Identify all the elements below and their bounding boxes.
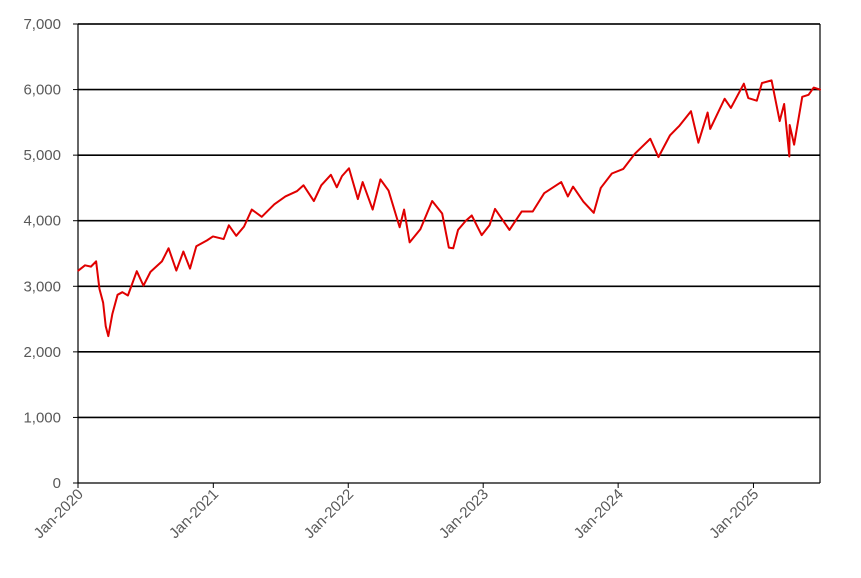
x-tick-label: Jan-2024	[571, 486, 627, 542]
y-tick-labels: 0 1,000 2,000 3,000 4,000 5,000 6,000 7,000	[23, 16, 61, 492]
x-tick-label: Jan-2023	[436, 486, 492, 542]
x-tick-label: Jan-2020	[31, 486, 87, 542]
y-tick-label: 1,000	[23, 409, 61, 426]
x-tick-label: Jan-2021	[166, 486, 222, 542]
y-tick-label: 3,000	[23, 278, 61, 295]
y-tick-label: 2,000	[23, 344, 61, 361]
x-tick-labels: Jan-2020 Jan-2021 Jan-2022 Jan-2023 Jan-2024…	[31, 486, 763, 542]
y-tick-label: 4,000	[23, 213, 61, 230]
x-tick-label: Jan-2025	[706, 486, 762, 542]
x-tick-label: Jan-2022	[301, 486, 357, 542]
y-tick-label: 5,000	[23, 147, 61, 164]
y-tick-label: 7,000	[23, 16, 61, 33]
series-layer	[77, 79, 821, 338]
axes	[73, 23, 821, 488]
y-tick-label: 6,000	[23, 82, 61, 99]
series-line	[77, 79, 821, 338]
y-tick-label: 0	[53, 475, 61, 492]
gridlines	[78, 23, 820, 419]
